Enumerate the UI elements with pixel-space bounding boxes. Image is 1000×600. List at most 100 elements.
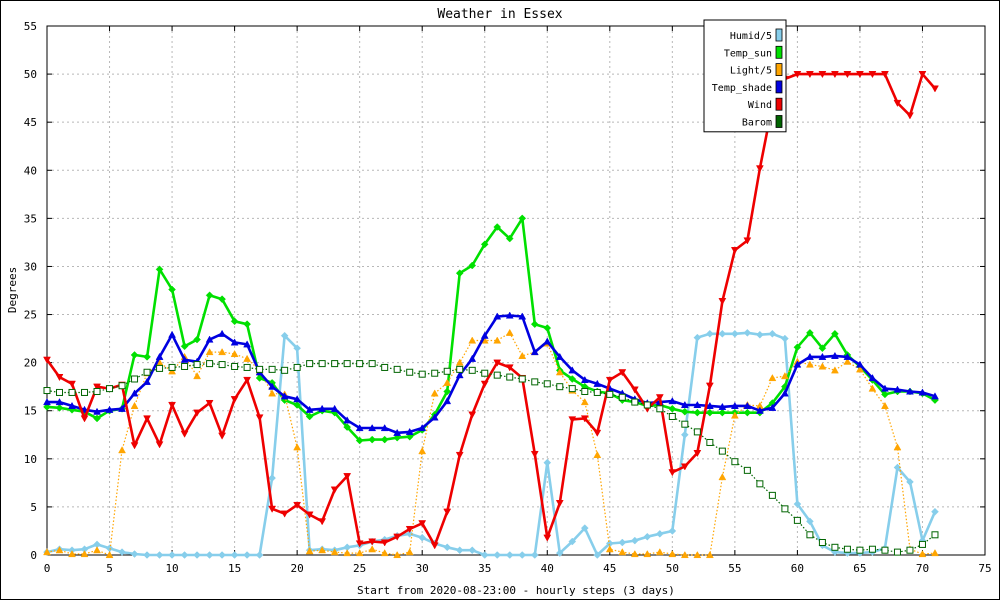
data-point-humid-5 <box>781 334 789 343</box>
data-point-humid-5 <box>806 517 814 526</box>
data-point-humid-5 <box>505 551 514 559</box>
data-point-temp-sun <box>806 328 814 337</box>
data-point-barom <box>343 360 351 368</box>
series-line-wind <box>45 72 936 547</box>
data-point-temp-shade <box>518 312 527 320</box>
data-point-light-5 <box>693 550 702 559</box>
data-point-wind <box>843 71 852 79</box>
data-point-wind <box>68 380 76 388</box>
data-point-light-5 <box>193 372 202 380</box>
data-point-barom <box>506 373 514 381</box>
data-point-barom <box>893 548 901 556</box>
data-point-temp-shade <box>318 404 327 412</box>
data-point-light-5 <box>630 550 639 558</box>
data-point-temp-sun <box>93 414 101 423</box>
data-point-humid-5 <box>705 329 714 338</box>
data-point-humid-5 <box>205 551 214 559</box>
data-point-barom <box>293 363 301 371</box>
x-tick-label: 5 <box>106 562 113 575</box>
data-point-barom <box>443 367 451 375</box>
data-point-light-5 <box>393 550 402 559</box>
data-point-light-5 <box>318 546 327 554</box>
data-point-barom <box>218 361 226 369</box>
data-point-temp-shade <box>180 355 189 363</box>
y-tick-label: 45 <box>24 116 37 129</box>
data-point-humid-5 <box>105 544 114 553</box>
data-point-humid-5 <box>893 463 902 472</box>
data-point-light-5 <box>105 550 114 559</box>
data-point-wind <box>493 359 502 367</box>
data-point-wind <box>605 376 614 384</box>
data-point-humid-5 <box>931 507 939 516</box>
data-point-humid-5 <box>768 329 777 338</box>
data-point-humid-5 <box>530 551 539 559</box>
data-point-humid-5 <box>130 550 139 558</box>
data-point-temp-sun <box>518 214 527 223</box>
data-point-temp-shade <box>393 428 402 436</box>
data-point-temp-shade <box>130 389 139 397</box>
data-point-wind <box>268 505 277 513</box>
data-point-wind <box>293 501 302 510</box>
data-point-barom <box>856 546 864 554</box>
data-point-humid-5 <box>593 551 602 559</box>
y-tick-label: 30 <box>24 260 37 273</box>
data-point-wind <box>881 71 889 79</box>
data-point-barom <box>606 390 614 398</box>
data-point-temp-sun <box>543 324 552 332</box>
data-point-temp-sun <box>881 390 889 399</box>
data-point-wind <box>793 71 802 79</box>
data-point-wind <box>380 539 389 547</box>
data-point-temp-shade <box>280 392 289 400</box>
y-tick-label: 55 <box>24 20 37 33</box>
data-point-temp-shade <box>505 311 514 319</box>
data-point-wind <box>430 542 439 550</box>
data-point-temp-sun <box>305 412 314 421</box>
data-point-humid-5 <box>293 344 301 353</box>
data-point-humid-5 <box>543 458 552 467</box>
data-point-barom <box>768 491 776 499</box>
data-point-wind <box>405 525 414 534</box>
x-tick-label: 75 <box>978 562 991 575</box>
data-point-light-5 <box>243 354 252 362</box>
data-point-barom <box>631 398 639 406</box>
data-point-light-5 <box>680 550 689 559</box>
data-point-wind <box>418 520 427 528</box>
y-tick-label: 40 <box>24 164 37 177</box>
data-point-wind <box>893 99 902 107</box>
data-point-barom <box>556 383 564 391</box>
data-point-barom <box>206 360 214 368</box>
data-point-wind <box>755 165 764 173</box>
data-point-wind <box>218 432 227 440</box>
data-point-barom <box>268 365 276 373</box>
data-point-temp-shade <box>493 312 502 320</box>
x-tick-label: 35 <box>478 562 491 575</box>
data-point-wind <box>680 463 689 471</box>
data-point-light-5 <box>468 336 477 344</box>
data-point-wind <box>856 71 864 79</box>
data-point-light-5 <box>405 548 414 556</box>
data-point-temp-sun <box>180 342 189 351</box>
data-point-humid-5 <box>143 551 151 559</box>
data-point-temp-sun <box>668 404 677 413</box>
data-point-barom <box>868 545 876 553</box>
axes: 0 5 10 15 20 25 30 35 40 45 50 55 60 65 70 75 0 5 10 15 20 25… <box>24 20 992 575</box>
data-point-temp-shade <box>793 360 802 368</box>
data-point-wind <box>568 416 577 424</box>
data-point-temp-shade <box>530 348 539 356</box>
data-point-barom <box>356 360 364 368</box>
data-point-humid-5 <box>743 328 752 337</box>
data-point-temp-shade <box>705 401 714 409</box>
data-point-temp-shade <box>380 424 389 432</box>
data-point-humid-5 <box>731 329 739 338</box>
data-point-barom <box>106 385 114 393</box>
data-point-humid-5 <box>193 551 201 559</box>
data-point-temp-shade <box>931 392 939 400</box>
x-tick-label: 60 <box>791 562 804 575</box>
data-point-temp-sun <box>505 234 514 243</box>
data-point-temp-sun <box>55 403 64 412</box>
data-point-barom <box>181 362 189 370</box>
data-point-wind <box>580 415 589 423</box>
data-point-temp-sun <box>43 403 51 411</box>
data-point-wind <box>906 112 914 120</box>
